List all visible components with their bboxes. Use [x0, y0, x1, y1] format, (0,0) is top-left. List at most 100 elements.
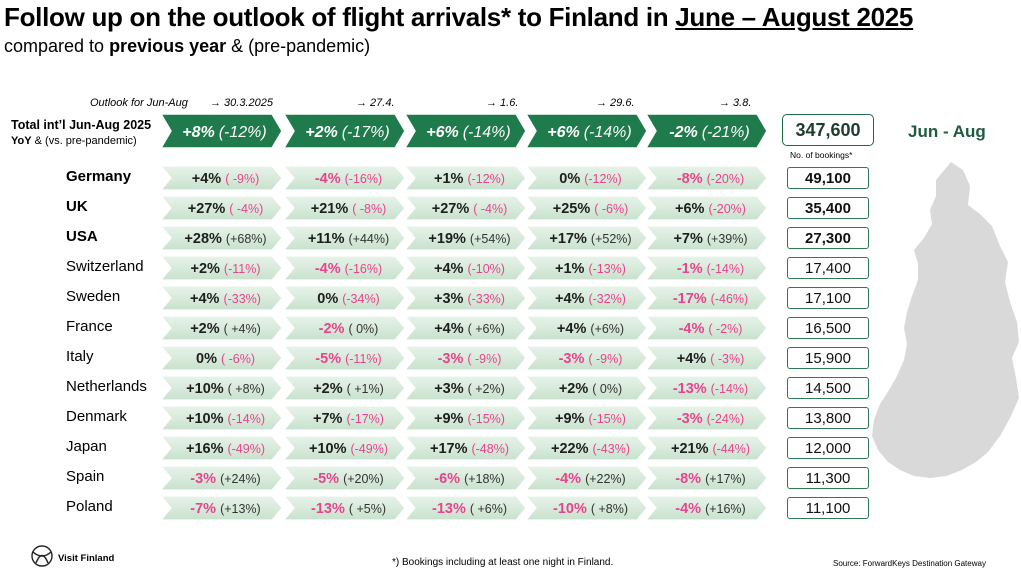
cell-value: +2%( 0%): [559, 381, 622, 397]
total-label-rest: & (vs. pre-pandemic): [31, 135, 137, 147]
row-arrow: [282, 345, 406, 371]
cell-value: +22% (-43%): [551, 441, 630, 457]
cell-value: 0% (-34%): [317, 291, 379, 307]
bookings-box: 17,400: [787, 257, 869, 279]
cell-value: +28% (+68%): [184, 231, 266, 247]
total-arrow: [644, 113, 768, 149]
bookings-box: 13,800: [787, 407, 869, 429]
row-arrow: [524, 465, 648, 491]
row-arrow: [159, 255, 283, 281]
row-arrow: [159, 315, 283, 341]
row-arrow: [403, 375, 527, 401]
row-arrow: [524, 255, 648, 281]
cell-value: +4%( -3%): [677, 351, 744, 367]
total-bookings-label: No. of bookings*: [790, 150, 853, 160]
country-label: Italy: [66, 348, 94, 365]
date-label: → 1.6.: [486, 97, 519, 109]
cell-value: +7% (-17%): [313, 411, 384, 427]
logo-text: Visit Finland: [58, 553, 115, 564]
cell-value: -3%( -9%): [559, 351, 623, 367]
subtitle-pre: compared to: [4, 36, 110, 56]
subtitle-bold: previous year: [109, 36, 227, 56]
cell-value: +1% (-12%): [434, 171, 505, 187]
cell-value: +4%( -9%): [192, 171, 259, 187]
row-arrow: [524, 225, 648, 251]
cell-value: -10%( +8%): [553, 501, 628, 517]
row-arrow: [159, 465, 283, 491]
row-arrow: [282, 285, 406, 311]
total-arrow-label: +6% (-14%): [426, 124, 510, 141]
cell-value: +25%( -6%): [553, 201, 629, 217]
bookings-box: 17,100: [787, 287, 869, 309]
row-arrow: [644, 285, 768, 311]
country-label: France: [66, 318, 113, 335]
row-arrow: [282, 255, 406, 281]
country-label: UK: [66, 198, 88, 215]
cell-value: 0% (-12%): [559, 171, 621, 187]
country-label: Denmark: [66, 408, 127, 425]
row-arrow: [282, 375, 406, 401]
row-arrow: [644, 375, 768, 401]
total-label: Total int’l Jun-Aug 2025 YoY & (vs. pre-…: [11, 117, 151, 149]
row-arrow: [159, 285, 283, 311]
cell-value: +4% (-33%): [190, 291, 261, 307]
cell-value: -3%( -9%): [438, 351, 502, 367]
cell-value: +19% (+54%): [428, 231, 510, 247]
total-arrow: [282, 113, 406, 149]
country-label: Netherlands: [66, 378, 147, 395]
cell-value: -4% (-16%): [315, 171, 382, 187]
page-title: Follow up on the outlook of flight arriv…: [4, 2, 913, 33]
outlook-label: Outlook for Jun-Aug: [90, 97, 188, 109]
cell-value: +7% (+39%): [673, 231, 747, 247]
cell-value: -4% (-16%): [315, 261, 382, 277]
visit-finland-logo-icon: [31, 545, 53, 567]
bookings-box: 12,000: [787, 437, 869, 459]
total-bookings-box: 347,600: [782, 114, 874, 146]
title-period: June – August 2025: [675, 2, 914, 32]
cell-value: -8% (-20%): [677, 171, 744, 187]
cell-value: -2%( 0%): [319, 321, 379, 337]
row-arrow: [644, 255, 768, 281]
cell-value: +27%( -4%): [432, 201, 508, 217]
cell-value: -1% (-14%): [677, 261, 744, 277]
cell-value: +6% (-20%): [675, 201, 746, 217]
row-arrow: [524, 435, 648, 461]
row-arrow: [524, 195, 648, 221]
cell-value: -13%( +6%): [432, 501, 507, 517]
total-arrow: [524, 113, 648, 149]
cell-value: +21%( -8%): [311, 201, 387, 217]
bookings-box: 35,400: [787, 197, 869, 219]
total-arrow: [403, 113, 527, 149]
row-arrow: [282, 495, 406, 521]
page-subtitle: compared to previous year & (pre-pandemi…: [4, 36, 370, 57]
cell-value: +3% (-33%): [434, 291, 505, 307]
cell-value: -3% (+24%): [190, 471, 260, 487]
row-arrow: [282, 315, 406, 341]
row-arrow: [403, 255, 527, 281]
row-arrow: [159, 195, 283, 221]
row-arrow: [403, 315, 527, 341]
cell-value: +9% (-15%): [555, 411, 626, 427]
footnote: *) Bookings including at least one night…: [392, 557, 614, 568]
row-arrow: [644, 315, 768, 341]
row-arrow: [403, 195, 527, 221]
row-arrow: [403, 495, 527, 521]
row-arrow: [644, 345, 768, 371]
row-arrow: [403, 465, 527, 491]
row-arrow: [403, 165, 527, 191]
cell-value: -7% (+13%): [190, 501, 260, 517]
cell-value: +9% (-15%): [434, 411, 505, 427]
bookings-box: 11,100: [787, 497, 869, 519]
cell-value: +27%( -4%): [188, 201, 264, 217]
bookings-box: 14,500: [787, 377, 869, 399]
cell-value: -13% (-14%): [673, 381, 748, 397]
cell-value: -4%( -2%): [679, 321, 743, 337]
row-arrow: [644, 495, 768, 521]
row-arrow: [159, 165, 283, 191]
row-arrow: [524, 345, 648, 371]
bookings-box: 11,300: [787, 467, 869, 489]
cell-value: -6% (+18%): [434, 471, 504, 487]
